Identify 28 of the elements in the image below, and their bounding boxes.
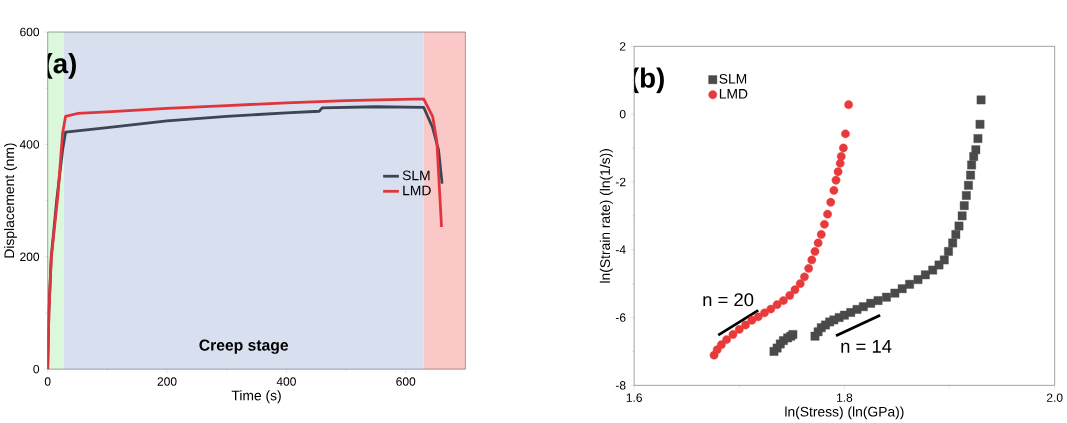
y-axis-title: ln(Strain rate) (ln(1/s)) — [599, 148, 613, 283]
x-tick-label: 400 — [276, 377, 296, 386]
series-label: n = 20 — [703, 293, 754, 307]
x-tick-label: 600 — [396, 377, 416, 386]
x-tick-label: 200 — [157, 377, 177, 386]
y-tick-label: -8 — [615, 380, 626, 390]
x-tick-label: 0 — [44, 377, 51, 386]
x-tick-label: 2.0 — [1046, 393, 1063, 402]
y-tick-label: -6 — [615, 313, 626, 322]
y-tick-label: -4 — [615, 245, 626, 254]
y-axis-title: Displacement (nm) — [4, 143, 17, 258]
legend-label: LMD — [719, 88, 748, 99]
y-tick-label: 0 — [33, 364, 40, 374]
legend-label: LMD — [403, 185, 431, 196]
x-tick-label: 1.6 — [626, 393, 642, 402]
y-tick-label: 200 — [20, 252, 40, 261]
band-label: Creep stage — [199, 339, 289, 354]
legend-label: SLM — [719, 73, 747, 84]
x-tick-label: 1.8 — [836, 393, 853, 402]
y-tick-label: 0 — [619, 109, 626, 119]
legend-label: SLM — [402, 170, 430, 181]
y-tick-label: 400 — [19, 139, 40, 149]
x-axis-title: Time (s) — [231, 390, 281, 403]
series-label: n = 14 — [841, 339, 892, 353]
y-tick-label: 600 — [20, 27, 40, 37]
y-tick-label: 2 — [619, 41, 626, 51]
x-axis-title: ln(Stress) (ln(GPa)) — [785, 406, 904, 420]
y-tick-label: -2 — [615, 177, 626, 186]
